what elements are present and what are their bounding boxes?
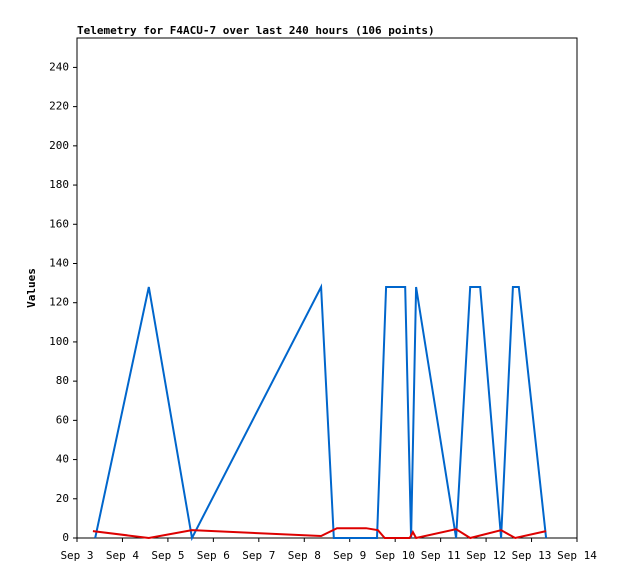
x-tick-label: Sep 3 (60, 549, 93, 562)
x-tick-label: Sep 5 (151, 549, 184, 562)
y-tick-label: 100 (49, 335, 69, 348)
x-tick-label: Sep 14 (557, 549, 597, 562)
y-tick-label: 120 (49, 296, 69, 309)
x-tick-label: Sep 8 (288, 549, 321, 562)
x-tick-label: Sep 4 (106, 549, 139, 562)
y-tick-label: 80 (56, 374, 69, 387)
x-tick-label: Sep 10 (375, 549, 415, 562)
x-tick-label: Sep 12 (466, 549, 506, 562)
y-tick-label: 180 (49, 178, 69, 191)
y-tick-label: 240 (49, 60, 69, 73)
x-tick-label: Sep 13 (512, 549, 552, 562)
y-tick-label: 200 (49, 139, 69, 152)
data-line (92, 527, 547, 540)
y-tick-label: 60 (56, 413, 69, 426)
y-tick-label: 140 (49, 256, 69, 269)
x-tick-label: Sep 7 (242, 549, 275, 562)
chart-title: Telemetry for F4ACU-7 over last 240 hour… (77, 24, 435, 37)
plot-frame (76, 37, 578, 539)
y-tick-label: 160 (49, 217, 69, 230)
y-tick-label: 20 (56, 492, 69, 505)
y-tick-label: 40 (56, 453, 69, 466)
x-tick-label: Sep 11 (421, 549, 461, 562)
data-line (94, 283, 548, 542)
x-tick-label: Sep 6 (197, 549, 230, 562)
y-tick-label: 0 (62, 531, 69, 544)
x-tick-label: Sep 9 (333, 549, 366, 562)
y-tick-label: 220 (49, 100, 69, 113)
y-axis-label: Values (25, 268, 38, 308)
